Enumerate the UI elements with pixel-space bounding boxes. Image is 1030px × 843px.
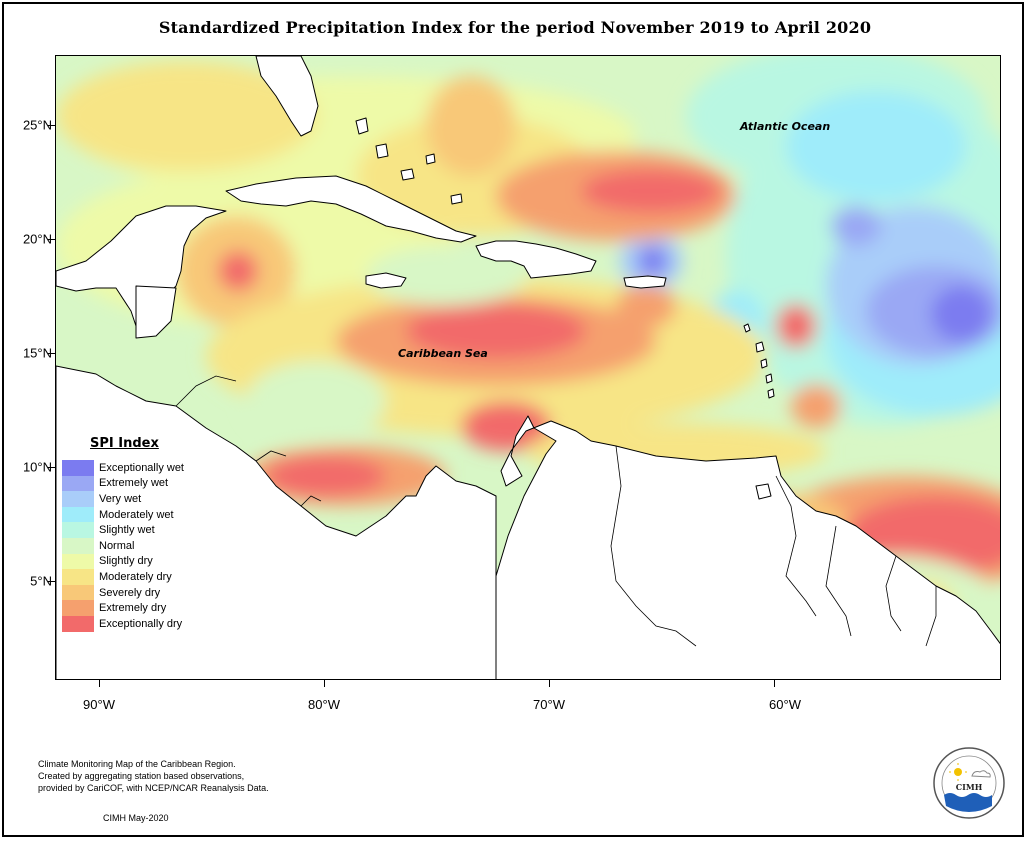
legend-label: Moderately wet bbox=[99, 508, 174, 521]
y-tick-mark bbox=[48, 467, 55, 468]
legend-swatch bbox=[62, 615, 94, 632]
map-title: Standardized Precipitation Index for the… bbox=[158, 18, 872, 37]
atlantic-ocean-label: Atlantic Ocean bbox=[740, 120, 831, 133]
x-tick-label: 60°W bbox=[769, 697, 801, 712]
legend-label: Exceptionally dry bbox=[99, 617, 183, 630]
legend-item: Moderately dry bbox=[62, 569, 184, 585]
legend-item: Moderately wet bbox=[62, 506, 184, 523]
legend-label: Slightly dry bbox=[99, 555, 153, 568]
legend-item: Severely dry bbox=[62, 584, 184, 601]
legend-label: Moderately dry bbox=[99, 570, 172, 583]
x-tick-mark bbox=[774, 680, 775, 687]
legend-items: Exceptionally wet Extremely wet Very wet Mo… bbox=[62, 460, 184, 632]
legend-swatch bbox=[62, 460, 94, 476]
legend-label: Extremely wet bbox=[99, 477, 169, 490]
legend-label: Normal bbox=[99, 539, 135, 552]
y-tick-label: 15°N bbox=[22, 345, 52, 361]
legend-swatch bbox=[62, 600, 94, 616]
legend-title: SPI Index bbox=[90, 436, 159, 451]
legend-item: Extremely dry bbox=[62, 600, 184, 616]
footer-line: Climate Monitoring Map of the Caribbean … bbox=[38, 759, 236, 769]
x-tick-mark bbox=[549, 680, 550, 687]
y-tick-label: 5°N bbox=[30, 573, 52, 589]
legend-label: Extremely dry bbox=[99, 602, 167, 615]
legend-swatch bbox=[62, 553, 94, 570]
footer-line: Created by aggregating station based obs… bbox=[38, 771, 245, 781]
legend-swatch bbox=[62, 569, 94, 585]
legend-item: Exceptionally dry bbox=[62, 615, 184, 632]
legend-label: Slightly wet bbox=[99, 524, 155, 537]
legend-swatch bbox=[62, 491, 94, 507]
spi-map bbox=[55, 55, 1001, 680]
spi-legend: SPI Index Exceptionally wet Extremely wet… bbox=[62, 436, 184, 632]
legend-label: Very wet bbox=[99, 492, 142, 505]
y-tick-label: 10°N bbox=[22, 459, 52, 475]
y-tick-mark bbox=[48, 239, 55, 240]
x-tick-mark bbox=[99, 680, 100, 687]
legend-label: Exceptionally wet bbox=[99, 461, 184, 474]
footer-credit: CIMH May-2020 bbox=[103, 813, 169, 823]
y-tick-label: 25°N bbox=[22, 117, 52, 133]
waves-icon bbox=[944, 793, 992, 812]
legend-label: Severely dry bbox=[99, 586, 161, 599]
cloud-icon bbox=[971, 770, 991, 778]
legend-item: Exceptionally wet bbox=[62, 460, 184, 476]
x-tick-mark bbox=[324, 680, 325, 687]
legend-item: Very wet bbox=[62, 491, 184, 507]
cimh-logo-icon: CIMH bbox=[933, 747, 1005, 819]
legend-swatch bbox=[62, 506, 94, 523]
legend-swatch bbox=[62, 537, 94, 554]
logo-text: CIMH bbox=[956, 782, 983, 792]
y-tick-mark bbox=[48, 125, 55, 126]
footer-line: provided by CariCOF, with NCEP/NCAR Rean… bbox=[38, 783, 269, 793]
legend-swatch bbox=[62, 475, 94, 492]
x-tick-label: 70°W bbox=[533, 697, 565, 712]
spi-map-canvas bbox=[56, 56, 1000, 679]
y-tick-mark bbox=[48, 353, 55, 354]
cimh-logo: CIMH bbox=[932, 746, 1006, 820]
legend-swatch bbox=[62, 522, 94, 538]
footer-description: Climate Monitoring Map of the Caribbean … bbox=[38, 758, 269, 794]
y-tick-label: 20°N bbox=[22, 231, 52, 247]
legend-item: Slightly wet bbox=[62, 522, 184, 538]
legend-item: Normal bbox=[62, 537, 184, 554]
legend-item: Slightly dry bbox=[62, 553, 184, 570]
sun-icon bbox=[954, 768, 962, 776]
x-tick-label: 80°W bbox=[308, 697, 340, 712]
legend-swatch bbox=[62, 584, 94, 601]
caribbean-sea-label: Caribbean Sea bbox=[398, 347, 488, 360]
y-tick-mark bbox=[48, 581, 55, 582]
x-tick-label: 90°W bbox=[83, 697, 115, 712]
legend-item: Extremely wet bbox=[62, 475, 184, 492]
